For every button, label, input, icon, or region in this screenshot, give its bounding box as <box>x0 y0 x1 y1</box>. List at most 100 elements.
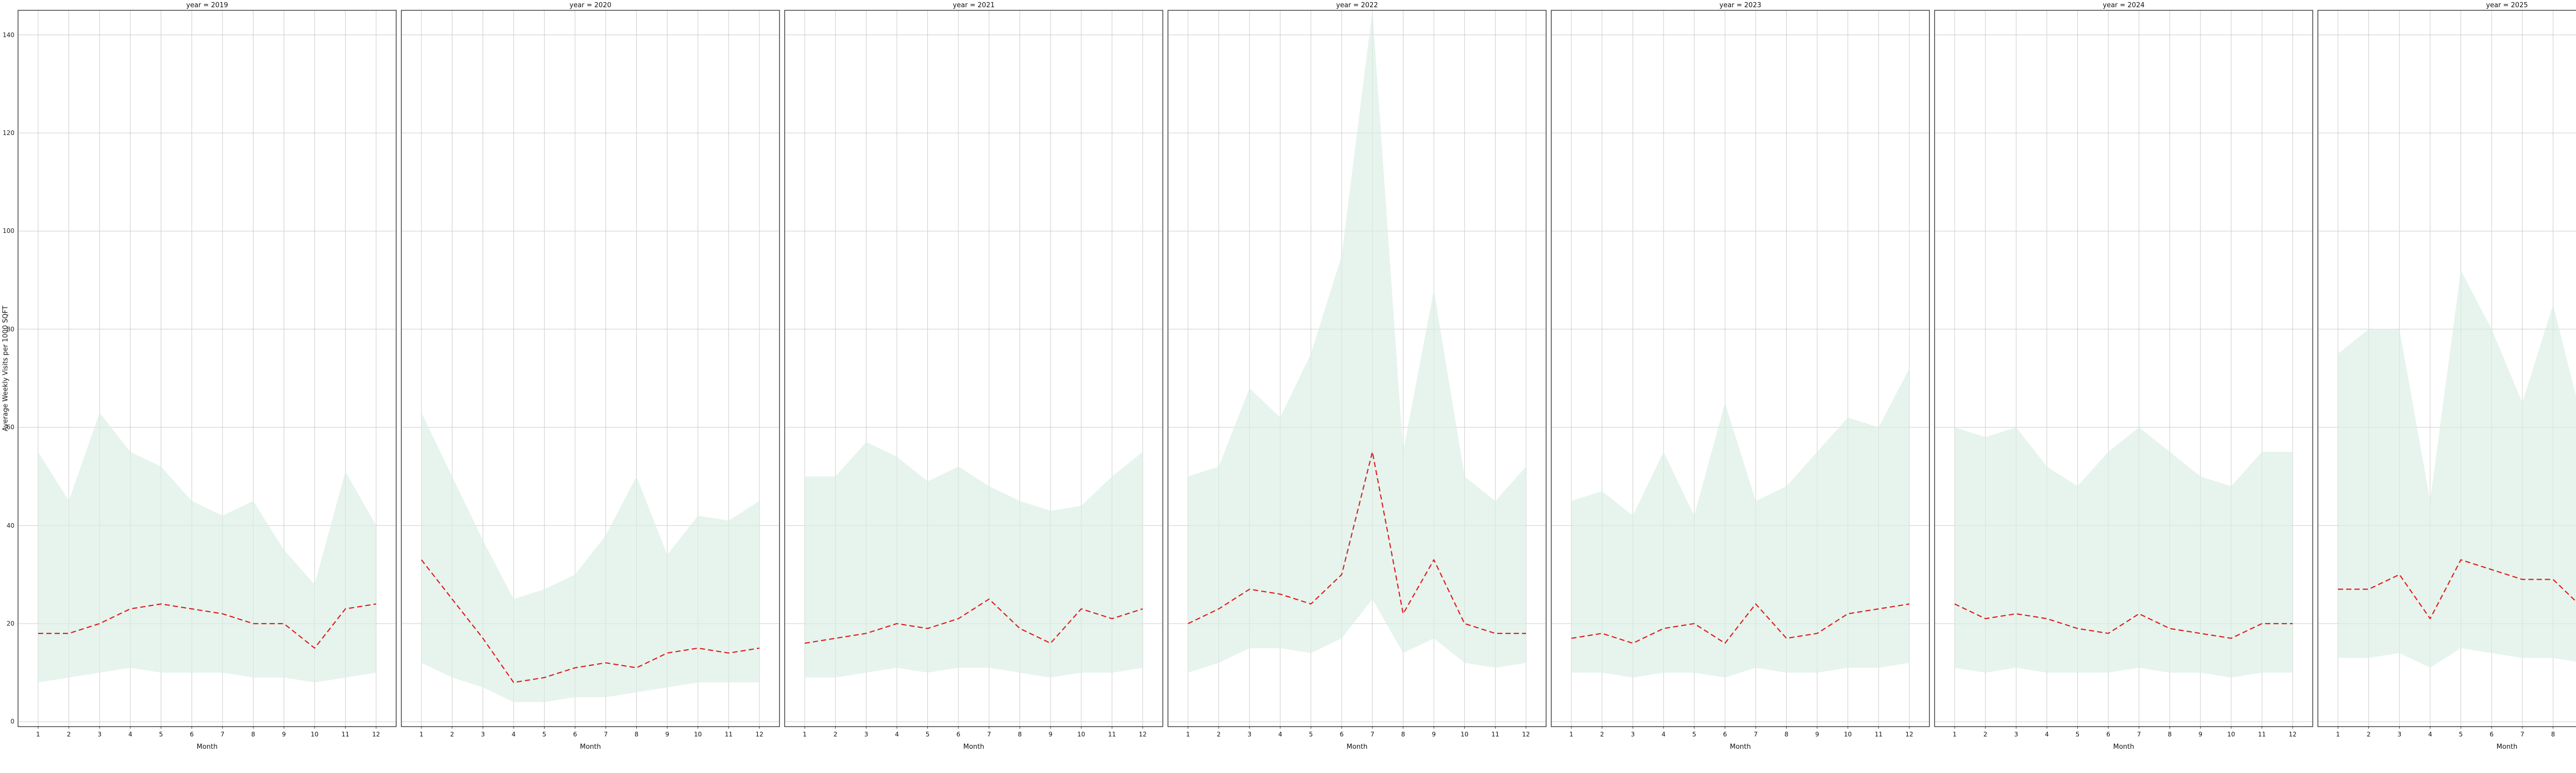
x-tick-label: 7 <box>221 731 225 738</box>
x-axis-label: Month <box>197 743 218 751</box>
x-tick-label: 2 <box>67 731 71 738</box>
x-tick-label: 3 <box>1631 731 1635 738</box>
y-tick-labels: 0 20 40 60 80 100 120 140 <box>0 0 15 752</box>
facet-title: year = 2025 <box>2486 2 2528 9</box>
x-tick-label: 6 <box>956 731 960 738</box>
x-axis-label: Month <box>580 743 601 751</box>
x-tick-label: 1 <box>36 731 40 738</box>
x-tick-label: 9 <box>665 731 669 738</box>
x-tick-label: 11 <box>725 731 733 738</box>
x-tick-label: 6 <box>2489 731 2494 738</box>
percentile-band <box>38 412 376 683</box>
y-tick-label: 60 <box>6 424 14 431</box>
facet-7: year = 2025123456789101112Month <box>2317 0 2576 758</box>
x-tick-label: 12 <box>755 731 763 738</box>
facet-4: year = 2022 1 2 3 4 5 6 7 8 9 10 11 12 Month <box>1167 0 1547 758</box>
facet-6: year = 2024 1 2 3 4 5 6 7 8 9 10 11 12 Month <box>1934 0 2313 758</box>
y-tick-label: 40 <box>6 522 14 529</box>
plot-frame <box>784 10 1163 727</box>
x-tick-label: 2 <box>2367 731 2371 738</box>
x-tick-label: 4 <box>2045 731 2049 738</box>
x-tick-label: 1 <box>1953 731 1957 738</box>
x-tick-label: 6 <box>1340 731 1344 738</box>
x-tick-label: 4 <box>1662 731 1666 738</box>
percentile-band <box>1188 10 1526 673</box>
x-tick-label: 4 <box>512 731 516 738</box>
y-tick-label: 0 <box>10 718 14 726</box>
x-tick-label: 1 <box>1186 731 1190 738</box>
x-tick-label: 10 <box>1077 731 1085 738</box>
x-tick-label: 3 <box>2397 731 2401 738</box>
x-tick-label: 1 <box>803 731 807 738</box>
x-tick-label: 9 <box>1048 731 1053 738</box>
percentile-band <box>805 442 1143 678</box>
facet-5: year = 2023 1 2 3 4 5 6 7 8 9 10 11 12 Month <box>1551 0 1930 758</box>
x-tick-label: 3 <box>1247 731 1251 738</box>
median-line <box>2338 559 2576 619</box>
median-line <box>421 559 760 683</box>
x-tick-label: 9 <box>1815 731 1819 738</box>
x-tick-label: 2 <box>1217 731 1221 738</box>
y-tick-label: 80 <box>6 325 14 333</box>
percentile-band <box>1571 368 1909 678</box>
y-tick-label: 120 <box>3 129 14 137</box>
x-tick-label: 6 <box>2106 731 2110 738</box>
facet-3: year = 2021 1 2 3 4 5 6 7 8 9 10 11 12 Month <box>784 0 1163 758</box>
y-tick-label: 140 <box>3 31 14 39</box>
x-tick-label: 12 <box>372 731 380 738</box>
x-tick-label: 10 <box>2227 731 2235 738</box>
x-tick-label: 8 <box>251 731 256 738</box>
median-line <box>38 603 377 649</box>
median-line <box>1954 603 2293 639</box>
x-tick-label: 11 <box>2258 731 2266 738</box>
facet-1: year = 2019 1 2 3 4 5 6 7 8 9 10 11 12 Month <box>18 0 397 758</box>
x-tick-label: 12 <box>1522 731 1530 738</box>
plot-frame <box>1934 10 2313 727</box>
x-tick-label: 8 <box>2168 731 2172 738</box>
percentile-band <box>421 412 759 702</box>
median-line <box>1571 603 1910 644</box>
x-tick-label: 9 <box>282 731 286 738</box>
x-tick-label: 10 <box>694 731 702 738</box>
x-tick-label: 8 <box>1785 731 1789 738</box>
facet-title: year = 2021 <box>953 2 994 9</box>
plot-frame <box>1167 10 1547 727</box>
x-tick-label: 11 <box>1108 731 1116 738</box>
facet-plot-7: year = 2025123456789101112Month <box>2317 2 2576 751</box>
percentile-band <box>2338 270 2576 668</box>
x-tick-label: 5 <box>543 731 547 738</box>
x-tick-label: 1 <box>2336 731 2340 738</box>
x-tick-label: 9 <box>2198 731 2202 738</box>
y-tick-label: 100 <box>3 227 14 235</box>
median-line <box>1188 451 1526 634</box>
x-axis-label: Month <box>2113 743 2134 751</box>
median-line <box>804 598 1143 644</box>
x-tick-label: 11 <box>1875 731 1883 738</box>
x-tick-label: 1 <box>419 731 423 738</box>
facet-title: year = 2023 <box>1719 2 1761 9</box>
x-tick-label: 7 <box>604 731 608 738</box>
facet-title: year = 2020 <box>569 2 611 9</box>
x-tick-label: 4 <box>128 731 132 738</box>
x-tick-label: 5 <box>1309 731 1313 738</box>
x-tick-label: 10 <box>311 731 318 738</box>
facet-title: year = 2019 <box>186 2 228 9</box>
x-tick-label: 2 <box>1984 731 1988 738</box>
x-tick-label: 2 <box>450 731 454 738</box>
plot-frame <box>1551 10 1930 727</box>
x-tick-label: 2 <box>834 731 838 738</box>
x-tick-label: 8 <box>635 731 639 738</box>
x-tick-label: 5 <box>2459 731 2463 738</box>
x-tick-label: 3 <box>2014 731 2018 738</box>
x-tick-label: 5 <box>926 731 930 738</box>
x-tick-label: 12 <box>1139 731 1146 738</box>
plot-frame <box>2317 10 2576 727</box>
x-tick-label: 4 <box>895 731 899 738</box>
